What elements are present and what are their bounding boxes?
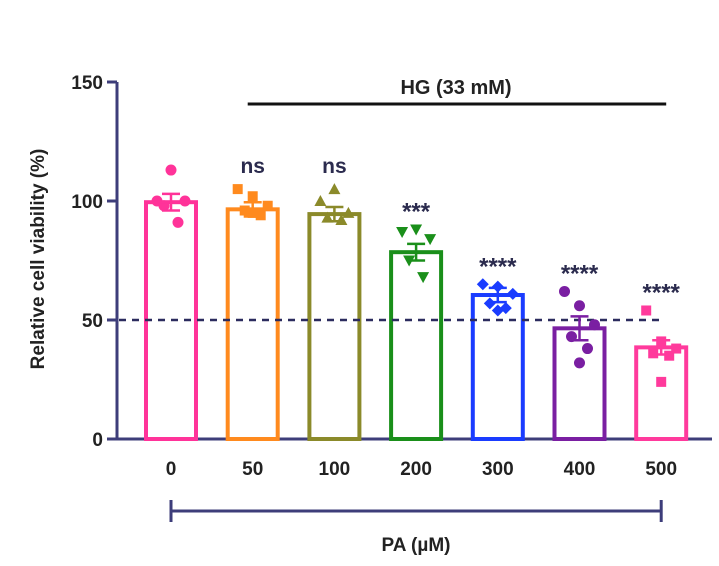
data-point [232, 184, 243, 195]
data-point [321, 211, 334, 223]
data-point [641, 305, 652, 316]
data-point [574, 300, 585, 312]
data-point [247, 191, 258, 202]
x-tick-label: 100 [319, 459, 351, 480]
significance-label: **** [561, 260, 599, 287]
y-tick-label: 50 [82, 311, 103, 332]
data-point [656, 376, 667, 387]
hg-bracket-label: HG (33 mM) [400, 77, 511, 99]
data-point [574, 357, 585, 369]
y-tick-label: 0 [92, 430, 103, 451]
x-tick-label: 300 [482, 459, 514, 480]
data-point [396, 226, 409, 238]
bar [470, 293, 525, 442]
data-point [491, 304, 504, 317]
bar [389, 250, 444, 441]
data-point [582, 343, 593, 355]
x-tick-label: 0 [166, 459, 177, 480]
significance-label: ns [240, 155, 265, 178]
bar [225, 207, 280, 441]
data-point [476, 278, 489, 291]
x-tick-label: 50 [242, 459, 263, 480]
significance-label: **** [643, 279, 681, 306]
y-tick-label: 150 [71, 73, 103, 94]
x-tick-label: 200 [400, 459, 432, 480]
y-tick-label: 100 [71, 192, 103, 213]
bar [307, 212, 362, 441]
x-tick-label: 500 [645, 459, 677, 480]
x-axis-label: PA (µM) [382, 535, 451, 556]
bar [634, 345, 689, 441]
data-point [172, 216, 184, 228]
data-point [314, 195, 327, 206]
significance-label: **** [479, 253, 517, 280]
significance-label: ns [322, 155, 347, 178]
data-point [559, 285, 570, 297]
data-point [262, 200, 273, 211]
bar [552, 326, 607, 441]
significance-label: *** [402, 199, 431, 226]
data-point [417, 272, 430, 284]
data-point [165, 164, 177, 176]
x-tick-label: 400 [564, 459, 596, 480]
data-point [424, 234, 437, 246]
data-point [410, 224, 423, 236]
y-axis-label: Relative cell viability (%) [28, 149, 49, 370]
data-point [328, 183, 341, 195]
